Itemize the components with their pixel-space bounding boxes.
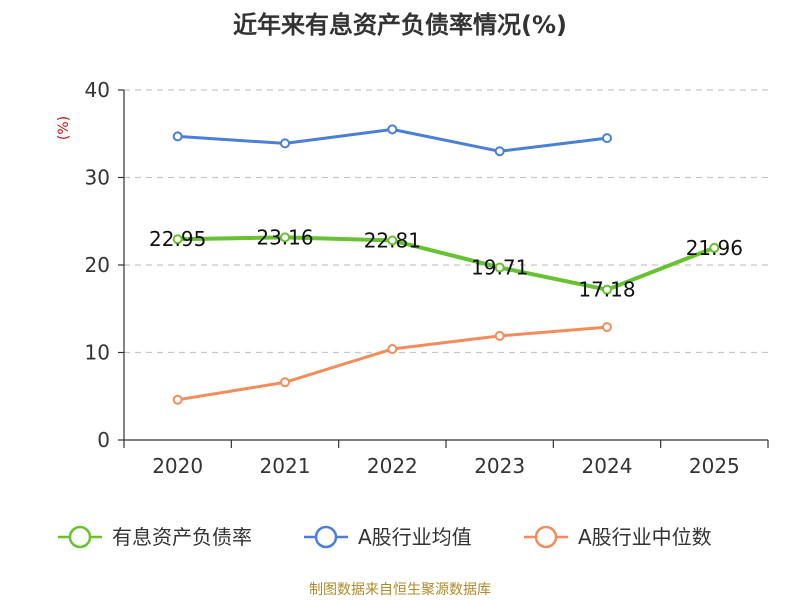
- grid-lines: [124, 89, 768, 354]
- y-tick-label: 10: [85, 341, 110, 365]
- data-label: 23.16: [256, 225, 313, 249]
- series-line: [176, 325, 609, 402]
- data-point: [387, 124, 398, 135]
- data-point: [494, 262, 505, 273]
- y-tick-label: 0: [97, 428, 110, 452]
- data-point: [172, 131, 183, 142]
- y-tick-label: 30: [85, 166, 110, 190]
- x-tick-label: 2021: [260, 454, 311, 478]
- data-point: [280, 377, 290, 388]
- legend-label: A股行业均值: [358, 525, 472, 549]
- data-point: [494, 330, 505, 341]
- legend-marker: [314, 525, 338, 549]
- x-tick-label: 2025: [689, 454, 740, 478]
- x-tick-label: 2024: [582, 454, 633, 478]
- data-point: [172, 394, 183, 405]
- legend: 有息资产负债率 A股行业均值 A股行业中位数: [58, 525, 712, 549]
- y-tick-label: 40: [85, 78, 110, 102]
- data-label: 17.18: [578, 278, 635, 302]
- data-point: [602, 322, 612, 333]
- data-point: [280, 138, 290, 149]
- data-point: [387, 344, 398, 354]
- data-label: 22.95: [149, 227, 206, 251]
- data-point: [280, 232, 290, 243]
- x-tick-label: 2023: [474, 454, 525, 478]
- data-point: [709, 242, 720, 253]
- y-tick-label: 20: [85, 253, 110, 277]
- legend-label: 有息资产负债率: [112, 525, 252, 549]
- axes: 0 10 20 30 40 2020 2021 2022 2023 2024 2025: [85, 78, 769, 478]
- legend-marker: [534, 525, 558, 549]
- data-label: 21.96: [686, 236, 743, 260]
- data-labels: 22.95 23.16 22.81 19.71 17.18 21.96: [149, 225, 743, 301]
- data-label: 22.81: [364, 228, 421, 252]
- data-point: [602, 284, 612, 295]
- chart-title: 近年来有息资产负债率情况(%): [233, 11, 567, 39]
- x-tick-label: 2022: [367, 454, 418, 478]
- data-point: [387, 235, 398, 246]
- data-point: [172, 234, 183, 245]
- source-note: 制图数据来自恒生聚源数据库: [309, 582, 491, 598]
- data-point: [602, 133, 612, 144]
- y-axis-unit: (%): [56, 116, 72, 140]
- x-tick-label: 2020: [152, 454, 203, 478]
- data-point: [494, 146, 505, 157]
- legend-marker: [68, 525, 92, 549]
- series-layer: [172, 124, 720, 405]
- legend-label: A股行业中位数: [578, 525, 712, 549]
- data-label: 19.71: [471, 256, 528, 280]
- series-line: [175, 235, 717, 292]
